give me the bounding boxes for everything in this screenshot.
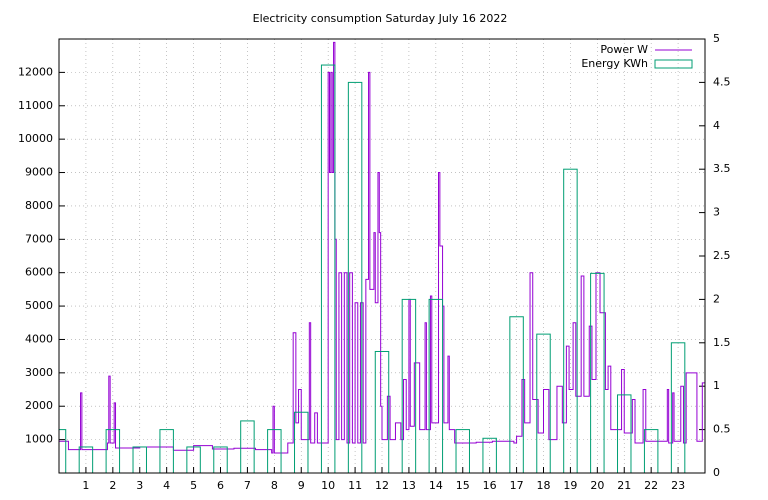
legend-label: Power W — [600, 43, 648, 56]
x-tick-label: 6 — [217, 479, 224, 492]
energy-box — [267, 429, 282, 473]
power-line — [59, 41, 705, 454]
energy-box — [482, 437, 497, 473]
y2-tick-label: 4 — [713, 119, 720, 132]
y-tick-label: 12000 — [18, 65, 53, 78]
energy-box — [617, 394, 632, 473]
energy-box — [159, 429, 174, 473]
x-tick-label: 15 — [456, 479, 470, 492]
y2-tick-label: 5 — [713, 32, 720, 45]
energy-box — [105, 429, 121, 473]
energy-box — [401, 298, 417, 473]
y-tick-label: 7000 — [25, 232, 53, 245]
x-tick-label: 21 — [617, 479, 631, 492]
y-tick-label: 2000 — [25, 399, 53, 412]
y-tick-label: 10000 — [18, 132, 53, 145]
energy-box — [240, 420, 255, 473]
x-tick-label: 17 — [510, 479, 524, 492]
y-tick-label: 3000 — [25, 366, 53, 379]
energy-box — [59, 429, 67, 473]
x-tick-label: 10 — [321, 479, 335, 492]
y2-tick-label: 3 — [713, 206, 720, 219]
x-tick-label: 19 — [563, 479, 577, 492]
x-tick-label: 22 — [644, 479, 658, 492]
y2-tick-label: 3.5 — [713, 162, 731, 175]
x-tick-label: 1 — [82, 479, 89, 492]
x-tick-label: 20 — [590, 479, 604, 492]
x-tick-label: 16 — [483, 479, 497, 492]
x-tick-label: 9 — [298, 479, 305, 492]
legend-label: Energy KWh — [581, 57, 648, 70]
chart-title: Electricity consumption Saturday July 16… — [253, 12, 508, 25]
y2-tick-label: 4.5 — [713, 75, 731, 88]
x-tick-label: 8 — [271, 479, 278, 492]
y-tick-label: 1000 — [25, 433, 53, 446]
y2-tick-label: 2 — [713, 292, 720, 305]
energy-box — [643, 429, 659, 473]
energy-box — [428, 298, 444, 473]
y-tick-label: 9000 — [25, 166, 53, 179]
energy-box — [455, 429, 470, 473]
x-tick-label: 12 — [375, 479, 389, 492]
plot-border — [58, 38, 706, 474]
x-tick-label: 14 — [429, 479, 443, 492]
energy-box — [509, 316, 524, 473]
x-tick-label: 4 — [163, 479, 170, 492]
x-tick-label: 23 — [671, 479, 685, 492]
x-tick-label: 7 — [244, 479, 251, 492]
energy-box — [374, 350, 390, 473]
x-tick-label: 18 — [537, 479, 551, 492]
y2-tick-label: 1 — [713, 379, 720, 392]
legend-swatch — [654, 59, 693, 69]
y-tick-label: 4000 — [25, 332, 53, 345]
plot-area — [59, 41, 705, 473]
x-tick-label: 13 — [402, 479, 416, 492]
energy-box — [536, 333, 551, 473]
y-tick-label: 6000 — [25, 266, 53, 279]
x-tick-label: 11 — [348, 479, 362, 492]
y2-tick-label: 2.5 — [713, 249, 731, 262]
y-tick-label: 5000 — [25, 299, 53, 312]
energy-box — [347, 81, 363, 473]
x-tick-label: 5 — [190, 479, 197, 492]
x-tick-label: 2 — [109, 479, 116, 492]
y-tick-label: 11000 — [18, 99, 53, 112]
x-tick-label: 3 — [136, 479, 143, 492]
y2-tick-label: 0 — [713, 466, 720, 479]
y2-tick-label: 1.5 — [713, 336, 731, 349]
y-tick-label: 8000 — [25, 199, 53, 212]
y2-tick-label: 0.5 — [713, 423, 731, 436]
